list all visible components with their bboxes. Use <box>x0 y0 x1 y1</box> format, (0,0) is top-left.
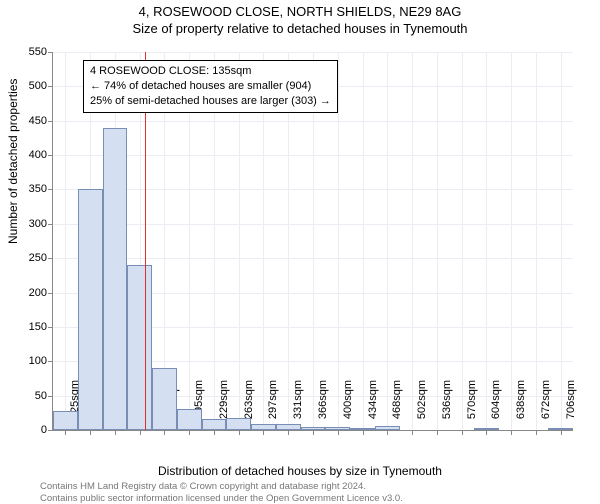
x-tick-label: 468sqm <box>391 380 403 428</box>
callout-box: 4 ROSEWOOD CLOSE: 135sqm ← 74% of detach… <box>83 60 338 113</box>
y-tick-label: 200 <box>17 287 47 299</box>
y-tick <box>48 155 53 156</box>
footer-line1: Contains HM Land Registry data © Crown c… <box>40 481 403 492</box>
x-axis-title: Distribution of detached houses by size … <box>0 464 600 478</box>
y-tick-label: 450 <box>17 115 47 127</box>
y-tick-label: 500 <box>17 80 47 92</box>
gridline-v <box>65 52 66 430</box>
gridline-v <box>437 52 438 430</box>
x-tick-label: 366sqm <box>317 380 329 428</box>
x-tick-label: 434sqm <box>367 380 379 428</box>
y-tick-label: 550 <box>17 46 47 58</box>
chart-title: 4, ROSEWOOD CLOSE, NORTH SHIELDS, NE29 8… <box>0 4 600 19</box>
x-tick <box>140 430 141 435</box>
x-tick <box>338 430 339 435</box>
x-tick-label: 536sqm <box>441 380 453 428</box>
y-tick-label: 50 <box>17 390 47 402</box>
gridline-v <box>412 52 413 430</box>
histogram-bar <box>226 418 251 430</box>
x-tick <box>412 430 413 435</box>
y-tick <box>48 327 53 328</box>
histogram-bar <box>301 427 326 430</box>
chart-plot-area: 05010015020025030035040045050055025sqm59… <box>52 52 573 431</box>
chart-subtitle: Size of property relative to detached ho… <box>0 21 600 36</box>
x-tick-label: 331sqm <box>292 380 304 428</box>
x-tick <box>115 430 116 435</box>
callout-line3: 25% of semi-detached houses are larger (… <box>90 94 331 109</box>
x-tick-label: 672sqm <box>540 380 552 428</box>
callout-line1: 4 ROSEWOOD CLOSE: 135sqm <box>90 64 331 79</box>
y-tick <box>48 224 53 225</box>
x-tick <box>313 430 314 435</box>
footer-attribution: Contains HM Land Registry data © Crown c… <box>40 481 403 504</box>
x-tick <box>437 430 438 435</box>
y-tick-label: 350 <box>17 183 47 195</box>
y-tick-label: 400 <box>17 149 47 161</box>
histogram-bar <box>375 426 400 430</box>
histogram-bar <box>474 428 499 430</box>
x-tick <box>189 430 190 435</box>
x-tick <box>288 430 289 435</box>
histogram-bar <box>251 424 276 430</box>
x-tick <box>214 430 215 435</box>
y-tick <box>48 121 53 122</box>
x-tick <box>511 430 512 435</box>
x-tick <box>90 430 91 435</box>
gridline-v <box>363 52 364 430</box>
x-tick <box>536 430 537 435</box>
histogram-bar <box>325 427 350 430</box>
x-tick <box>486 430 487 435</box>
x-tick-label: 502sqm <box>416 380 428 428</box>
x-tick-label: 297sqm <box>267 380 279 428</box>
y-tick <box>48 86 53 87</box>
x-tick <box>387 430 388 435</box>
x-tick <box>65 430 66 435</box>
gridline-v <box>511 52 512 430</box>
histogram-bar <box>53 411 78 430</box>
x-tick-label: 638sqm <box>515 380 527 428</box>
y-tick <box>48 361 53 362</box>
x-tick-label: 706sqm <box>565 380 577 428</box>
histogram-bar <box>350 428 375 430</box>
histogram-bar <box>202 419 227 430</box>
y-tick <box>48 396 53 397</box>
footer-line2: Contains public sector information licen… <box>40 493 403 504</box>
gridline-v <box>536 52 537 430</box>
gridline-v <box>561 52 562 430</box>
x-tick <box>239 430 240 435</box>
y-tick-label: 0 <box>17 424 47 436</box>
histogram-bar <box>177 409 202 430</box>
y-tick <box>48 258 53 259</box>
x-tick <box>164 430 165 435</box>
x-tick <box>263 430 264 435</box>
x-tick-label: 400sqm <box>342 380 354 428</box>
y-tick <box>48 430 53 431</box>
x-tick <box>462 430 463 435</box>
y-tick <box>48 52 53 53</box>
y-tick-label: 300 <box>17 218 47 230</box>
y-tick <box>48 189 53 190</box>
x-tick-label: 604sqm <box>490 380 502 428</box>
gridline-v <box>387 52 388 430</box>
x-tick <box>363 430 364 435</box>
histogram-bar <box>276 424 301 430</box>
histogram-bar <box>548 428 573 430</box>
x-tick-label: 570sqm <box>466 380 478 428</box>
gridline-v <box>462 52 463 430</box>
histogram-bar <box>103 128 128 430</box>
y-tick <box>48 293 53 294</box>
callout-line2: ← 74% of detached houses are smaller (90… <box>90 79 331 94</box>
histogram-bar <box>78 189 103 430</box>
histogram-bar <box>152 368 177 430</box>
x-tick <box>561 430 562 435</box>
y-tick-label: 150 <box>17 321 47 333</box>
y-tick-label: 250 <box>17 252 47 264</box>
histogram-bar <box>127 265 152 430</box>
gridline-v <box>486 52 487 430</box>
y-tick-label: 100 <box>17 355 47 367</box>
